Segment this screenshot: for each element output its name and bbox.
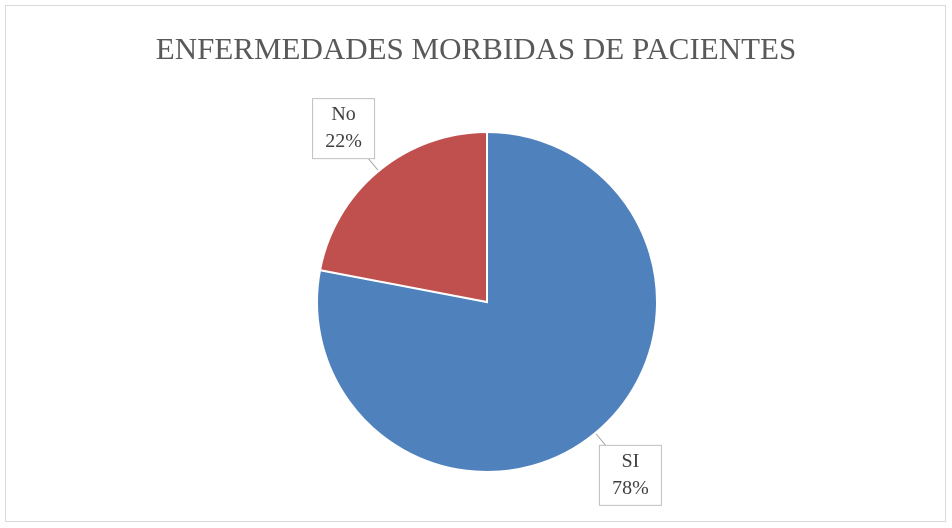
value-label: 78%	[612, 477, 649, 499]
leader-line	[595, 433, 608, 448]
category-label: No	[331, 103, 355, 125]
pie-slice	[318, 130, 488, 304]
pie-slice	[316, 130, 658, 473]
leader-line	[366, 156, 379, 171]
label-box	[312, 98, 376, 160]
category-label: SI	[622, 450, 640, 472]
chart-title: ENFERMEDADES MORBIDAS DE PACIENTES	[156, 31, 796, 66]
label-box	[598, 444, 662, 506]
value-label: 22%	[325, 130, 362, 152]
